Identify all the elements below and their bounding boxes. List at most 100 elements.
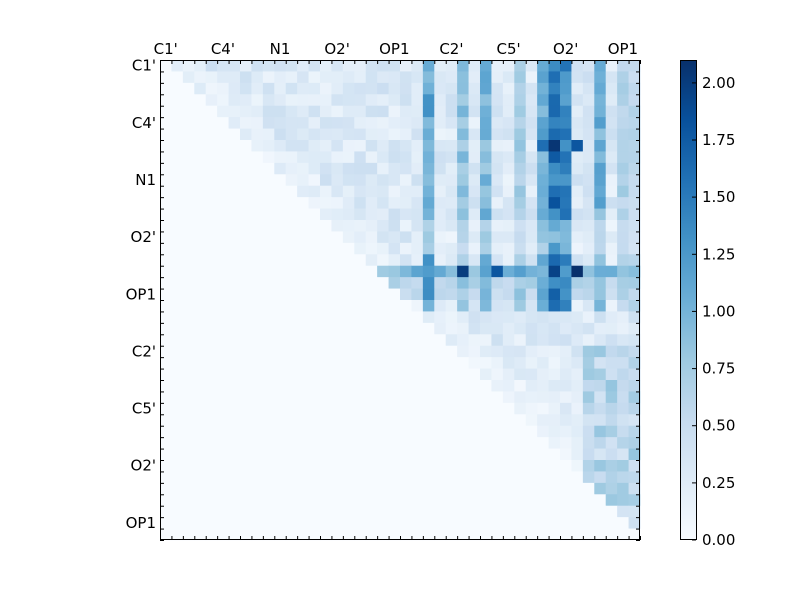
heatmap-cell (171, 460, 184, 472)
heatmap-cell (377, 380, 389, 392)
heatmap-cell (354, 357, 367, 369)
heatmap-cell (514, 391, 527, 404)
heatmap-cell (160, 174, 172, 187)
heatmap-cell (617, 265, 629, 278)
heatmap-cell (160, 140, 172, 152)
heatmap-cell (468, 185, 481, 198)
heatmap-cell (251, 391, 264, 404)
heatmap-cell (400, 94, 412, 107)
heatmap-cell (297, 208, 309, 221)
heatmap-cell (434, 460, 447, 472)
heatmap-cell (571, 391, 584, 404)
heatmap-cell (594, 185, 607, 198)
heatmap-cell (617, 71, 629, 84)
heatmap-cell (594, 71, 607, 84)
heatmap-cell (297, 391, 309, 404)
heatmap-cell (514, 402, 527, 415)
heatmap-cell (628, 334, 641, 347)
heatmap-cell (445, 391, 458, 404)
heatmap-cell (548, 140, 561, 152)
heatmap-cell (628, 151, 641, 164)
heatmap-cell (285, 471, 298, 484)
heatmap-cell (262, 391, 275, 404)
heatmap-cell (342, 254, 355, 267)
heatmap-cell (171, 368, 184, 381)
heatmap-cell (605, 494, 618, 507)
heatmap-cell (594, 162, 607, 175)
heatmap-cell (365, 482, 378, 495)
heatmap-cell (342, 357, 355, 369)
heatmap-cell (480, 220, 492, 232)
heatmap-cell (320, 220, 332, 232)
heatmap-cell (194, 162, 207, 175)
heatmap-cell (262, 528, 275, 541)
heatmap-cell (582, 322, 595, 335)
heatmap-cell (217, 117, 229, 129)
heatmap-cell (548, 288, 561, 301)
heatmap-cell (491, 117, 504, 129)
heatmap-cell (617, 185, 629, 198)
heatmap-cell (217, 380, 229, 392)
heatmap-cell (388, 151, 401, 164)
heatmap-cell (331, 208, 344, 221)
heatmap-cell (537, 94, 549, 107)
heatmap-cell (560, 117, 572, 129)
heatmap-cell (388, 82, 401, 95)
heatmap-cell (411, 311, 424, 324)
heatmap-cell (354, 322, 367, 335)
heatmap-cell (251, 197, 264, 209)
heatmap-cell (205, 380, 218, 392)
heatmap-cell (628, 345, 641, 358)
heatmap-cell (434, 197, 447, 209)
heatmap-cell (308, 311, 321, 324)
heatmap-cell (582, 185, 595, 198)
heatmap-cell (480, 368, 492, 381)
heatmap-cell (480, 71, 492, 84)
heatmap-cell (548, 60, 561, 72)
heatmap-cell (297, 242, 309, 255)
heatmap-cell (480, 94, 492, 107)
heatmap-cell (434, 448, 447, 461)
heatmap-cell (365, 288, 378, 301)
heatmap-cell (434, 357, 447, 369)
heatmap-cell (468, 94, 481, 107)
heatmap-cell (457, 334, 469, 347)
heatmap-cell (365, 71, 378, 84)
heatmap-cell (285, 334, 298, 347)
heatmap-cell (617, 208, 629, 221)
heatmap-cell (251, 151, 264, 164)
heatmap-cell (308, 128, 321, 141)
heatmap-cell (182, 117, 195, 129)
heatmap-cell (548, 105, 561, 118)
heatmap-cell (537, 117, 549, 129)
heatmap-cell (160, 494, 172, 507)
heatmap-cell (582, 242, 595, 255)
heatmap-cell (628, 105, 641, 118)
heatmap-cell (171, 60, 184, 72)
heatmap-cell (537, 322, 549, 335)
heatmap-cell (285, 162, 298, 175)
heatmap-cell (240, 460, 252, 472)
heatmap-cell (571, 277, 584, 289)
colorbar-tick-label: 2.00 (702, 74, 735, 92)
heatmap-cell (491, 345, 504, 358)
heatmap-cell (571, 345, 584, 358)
heatmap-cell (560, 60, 572, 72)
heatmap-cell (411, 254, 424, 267)
heatmap-cell (411, 128, 424, 141)
heatmap-cell (194, 322, 207, 335)
heatmap-cell (297, 117, 309, 129)
heatmap-cell (365, 231, 378, 244)
heatmap-cell (525, 242, 538, 255)
heatmap-cell (171, 140, 184, 152)
heatmap-cell (422, 254, 435, 267)
heatmap-cell (228, 448, 241, 461)
heatmap-cell (617, 151, 629, 164)
x-tick-label: C1' (154, 40, 178, 58)
heatmap-cell (502, 460, 515, 472)
heatmap-cell (605, 174, 618, 187)
heatmap-cell (582, 231, 595, 244)
heatmap-cell (320, 300, 332, 312)
heatmap-cell (445, 334, 458, 347)
